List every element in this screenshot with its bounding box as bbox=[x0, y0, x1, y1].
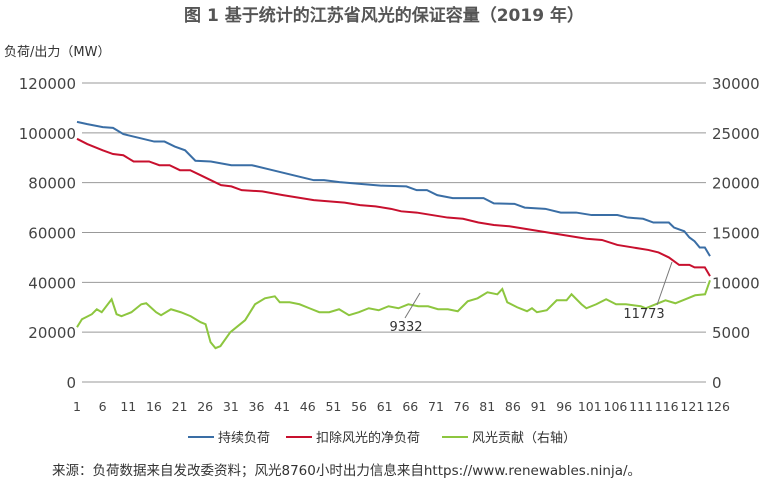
series-line-2 bbox=[76, 280, 711, 350]
y-tick-label: 20000 bbox=[28, 324, 76, 342]
y2-tick-label: 0 bbox=[712, 374, 722, 392]
y2-tick-label: 5000 bbox=[712, 324, 750, 342]
x-tick-label: 126 bbox=[706, 399, 730, 414]
x-tick-label: 111 bbox=[629, 399, 653, 414]
annotation-label: 11773 bbox=[623, 307, 664, 322]
x-tick-label: 116 bbox=[655, 399, 679, 414]
legend-label: 持续负荷 bbox=[218, 431, 270, 446]
y-tick-label: 40000 bbox=[28, 274, 76, 292]
series-line-1 bbox=[76, 137, 711, 277]
x-tick-label: 56 bbox=[351, 399, 367, 414]
y-tick-label: 120000 bbox=[19, 75, 76, 93]
y-tick-label: 60000 bbox=[28, 225, 76, 243]
x-tick-label: 51 bbox=[325, 399, 341, 414]
series-line-0 bbox=[76, 120, 711, 257]
y-tick-label: 100000 bbox=[19, 125, 76, 143]
x-tick-label: 46 bbox=[300, 399, 316, 414]
chart-title: 图 1 基于统计的江苏省风光的保证容量（2019 年） bbox=[184, 5, 584, 26]
y2-tick-label: 10000 bbox=[712, 274, 760, 292]
y2-tick-label: 20000 bbox=[712, 175, 760, 193]
x-tick-label: 61 bbox=[377, 399, 393, 414]
annotation-leader bbox=[656, 261, 673, 306]
x-tick-label: 91 bbox=[531, 399, 547, 414]
x-tick-label: 66 bbox=[402, 399, 418, 414]
y2-tick-label: 25000 bbox=[712, 125, 760, 143]
x-tick-label: 86 bbox=[505, 399, 521, 414]
x-tick-label: 1 bbox=[73, 399, 81, 414]
y2-tick-label: 15000 bbox=[712, 225, 760, 243]
x-tick-label: 101 bbox=[578, 399, 602, 414]
x-tick-label: 71 bbox=[428, 399, 444, 414]
x-tick-label: 16 bbox=[146, 399, 162, 414]
x-tick-label: 96 bbox=[556, 399, 572, 414]
legend: 持续负荷 扣除风光的净负荷 风光贡献（右轴） bbox=[188, 430, 576, 446]
y-axis-label: 负荷/出力（MW） bbox=[4, 45, 110, 60]
x-tick-label: 11 bbox=[120, 399, 136, 414]
x-tick-label: 41 bbox=[274, 399, 290, 414]
y2-tick-label: 30000 bbox=[712, 75, 760, 93]
x-tick-label: 36 bbox=[249, 399, 265, 414]
y-tick-label: 0 bbox=[66, 374, 76, 392]
annotation-leader bbox=[404, 292, 421, 319]
source-note: 来源：负荷数据来自发改委资料；风光8760小时出力信息来自https://www… bbox=[52, 462, 641, 479]
x-tick-label: 6 bbox=[99, 399, 107, 414]
legend-label: 扣除风光的净负荷 bbox=[316, 430, 420, 446]
legend-label: 风光贡献（右轴） bbox=[472, 431, 576, 446]
x-tick-label: 31 bbox=[223, 399, 239, 414]
x-tick-label: 76 bbox=[454, 399, 470, 414]
x-tick-label: 21 bbox=[172, 399, 188, 414]
annotation-label: 9332 bbox=[389, 320, 422, 335]
x-tick-label: 121 bbox=[680, 399, 704, 414]
y-tick-label: 80000 bbox=[28, 175, 76, 193]
x-tick-label: 106 bbox=[604, 399, 628, 414]
x-tick-label: 26 bbox=[197, 399, 213, 414]
x-tick-label: 81 bbox=[479, 399, 495, 414]
